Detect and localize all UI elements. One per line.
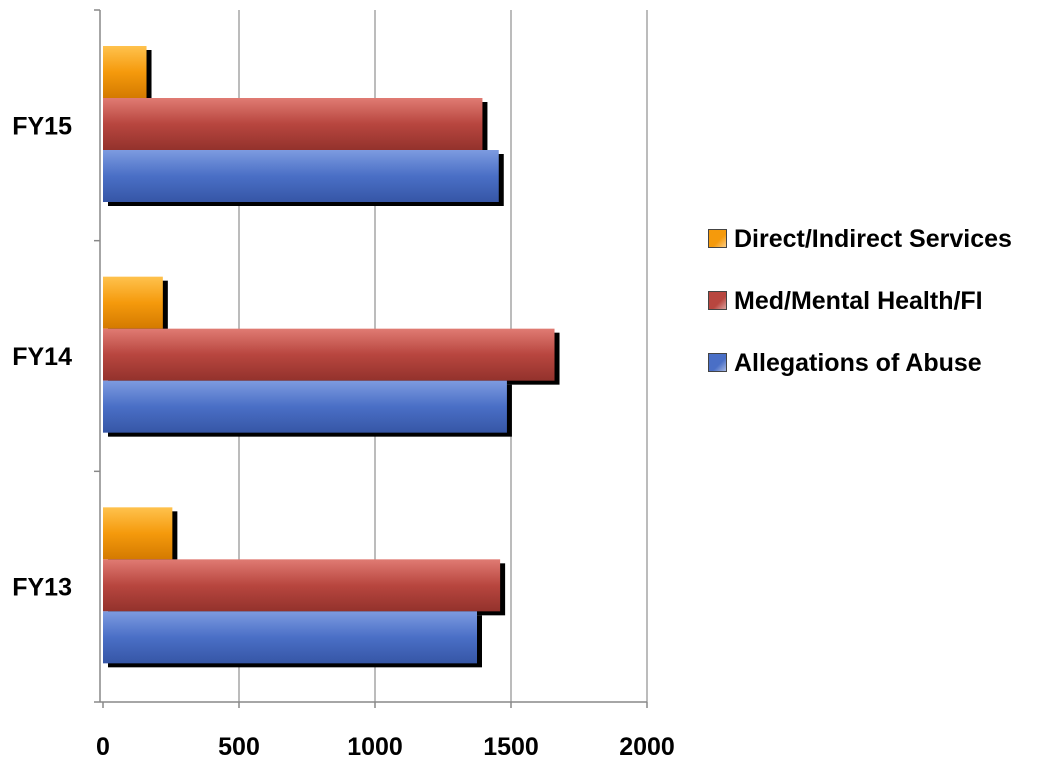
x-tick-label: 0 bbox=[96, 733, 110, 757]
legend-label: Allegations of Abuse bbox=[734, 349, 982, 377]
legend-label: Med/Mental Health/FI bbox=[734, 287, 983, 315]
bar-fy14-series-1 bbox=[103, 328, 555, 381]
legend: Direct/Indirect Services Med/Mental Healt… bbox=[708, 222, 1038, 408]
x-tick-label: 1000 bbox=[347, 733, 403, 757]
y-tick-label: FY15 bbox=[12, 112, 72, 140]
legend-swatch bbox=[708, 229, 727, 248]
bar-fy15-series-1 bbox=[103, 98, 483, 150]
bar-fy13-series-1 bbox=[103, 559, 501, 612]
tick-labels: 0 500 1000 1500 2000 FY15 FY14 FY13 bbox=[12, 112, 675, 757]
bar-fy15-series-2 bbox=[103, 150, 499, 202]
legend-swatch bbox=[708, 291, 727, 310]
x-tick-label: 2000 bbox=[619, 733, 675, 757]
bar-fy14-series-0 bbox=[103, 276, 163, 329]
bar-fy13-series-2 bbox=[103, 611, 477, 664]
legend-item: Allegations of Abuse bbox=[708, 346, 1038, 380]
legend-swatch bbox=[708, 353, 727, 372]
axes bbox=[94, 9, 648, 708]
legend-item: Med/Mental Health/FI bbox=[708, 284, 1038, 318]
x-tick-label: 1500 bbox=[483, 733, 539, 757]
bars bbox=[103, 46, 560, 668]
x-tick-label: 500 bbox=[218, 733, 260, 757]
legend-item: Direct/Indirect Services bbox=[708, 222, 1038, 256]
y-tick-label: FY13 bbox=[12, 574, 72, 602]
bar-fy13-series-0 bbox=[103, 507, 173, 560]
bar-fy14-series-2 bbox=[103, 380, 507, 433]
y-tick-label: FY14 bbox=[12, 343, 72, 371]
bar-fy15-series-0 bbox=[103, 46, 147, 98]
legend-label: Direct/Indirect Services bbox=[734, 225, 1012, 253]
